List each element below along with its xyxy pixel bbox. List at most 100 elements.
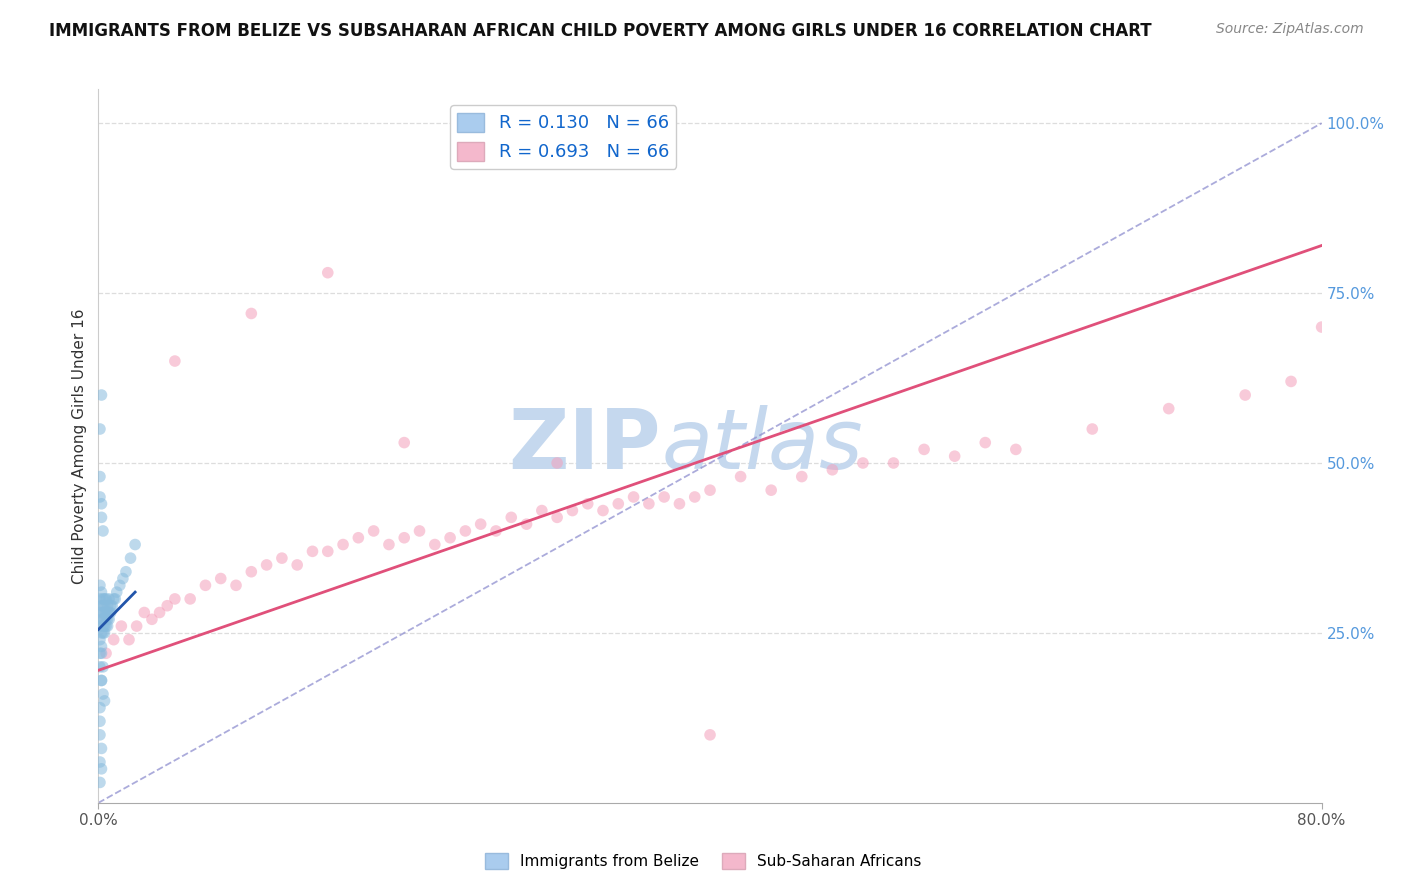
Point — [89, 755, 111, 769]
Point — [530, 503, 553, 517]
Point — [89, 660, 111, 674]
Point — [90, 741, 112, 756]
Point — [1081, 422, 1104, 436]
Point — [89, 728, 111, 742]
Point — [285, 558, 308, 572]
Point — [240, 306, 263, 320]
Point — [90, 673, 112, 688]
Point — [91, 626, 114, 640]
Point — [93, 599, 115, 613]
Point — [347, 531, 370, 545]
Point — [89, 700, 111, 714]
Point — [1310, 320, 1333, 334]
Point — [90, 599, 112, 613]
Point — [90, 612, 112, 626]
Point — [637, 497, 661, 511]
Text: IMMIGRANTS FROM BELIZE VS SUBSAHARAN AFRICAN CHILD POVERTY AMONG GIRLS UNDER 16 : IMMIGRANTS FROM BELIZE VS SUBSAHARAN AFR… — [49, 22, 1152, 40]
Point — [125, 619, 148, 633]
Point — [316, 544, 339, 558]
Point — [97, 599, 120, 613]
Point — [270, 551, 292, 566]
Point — [240, 565, 263, 579]
Text: ZIP: ZIP — [509, 406, 661, 486]
Point — [98, 612, 121, 626]
Point — [93, 619, 115, 633]
Point — [91, 660, 114, 674]
Point — [156, 599, 179, 613]
Point — [194, 578, 217, 592]
Point — [97, 619, 120, 633]
Point — [110, 619, 132, 633]
Point — [89, 490, 111, 504]
Point — [316, 266, 339, 280]
Point — [141, 612, 163, 626]
Point — [115, 565, 138, 579]
Text: atlas: atlas — [661, 406, 863, 486]
Point — [149, 606, 172, 620]
Point — [93, 626, 115, 640]
Point — [124, 537, 146, 551]
Point — [89, 775, 111, 789]
Point — [454, 524, 477, 538]
Point — [89, 469, 111, 483]
Point — [90, 510, 112, 524]
Point — [392, 531, 416, 545]
Point — [974, 435, 997, 450]
Y-axis label: Child Poverty Among Girls Under 16: Child Poverty Among Girls Under 16 — [72, 309, 87, 583]
Point — [90, 626, 112, 640]
Point — [94, 612, 117, 626]
Point — [592, 503, 614, 517]
Point — [561, 503, 583, 517]
Point — [759, 483, 782, 498]
Point — [423, 537, 446, 551]
Point — [91, 591, 114, 606]
Point — [89, 632, 111, 647]
Point — [89, 714, 111, 729]
Point — [332, 537, 354, 551]
Point — [89, 578, 111, 592]
Point — [516, 517, 538, 532]
Point — [363, 524, 385, 538]
Point — [98, 591, 121, 606]
Point — [179, 591, 201, 606]
Point — [730, 469, 752, 483]
Point — [94, 591, 117, 606]
Point — [93, 591, 115, 606]
Point — [408, 524, 430, 538]
Point — [90, 497, 112, 511]
Point — [607, 497, 630, 511]
Point — [163, 591, 186, 606]
Point — [120, 551, 142, 566]
Point — [100, 599, 122, 613]
Point — [100, 606, 122, 620]
Point — [90, 673, 112, 688]
Point — [790, 469, 813, 483]
Point — [118, 632, 141, 647]
Point — [576, 497, 599, 511]
Point — [301, 544, 323, 558]
Point — [103, 591, 125, 606]
Point — [91, 619, 114, 633]
Point — [546, 456, 568, 470]
Point — [209, 572, 232, 586]
Point — [104, 591, 127, 606]
Point — [94, 646, 117, 660]
Point — [683, 490, 706, 504]
Point — [699, 728, 721, 742]
Point — [470, 517, 492, 532]
Point — [89, 646, 111, 660]
Point — [90, 762, 112, 776]
Point — [392, 435, 416, 450]
Point — [97, 606, 120, 620]
Point — [93, 606, 115, 620]
Text: Source: ZipAtlas.com: Source: ZipAtlas.com — [1216, 22, 1364, 37]
Point — [90, 646, 112, 660]
Point — [111, 572, 134, 586]
Point — [89, 606, 111, 620]
Point — [883, 456, 905, 470]
Point — [90, 640, 112, 654]
Point — [912, 442, 935, 457]
Point — [623, 490, 645, 504]
Point — [91, 687, 114, 701]
Point — [225, 578, 247, 592]
